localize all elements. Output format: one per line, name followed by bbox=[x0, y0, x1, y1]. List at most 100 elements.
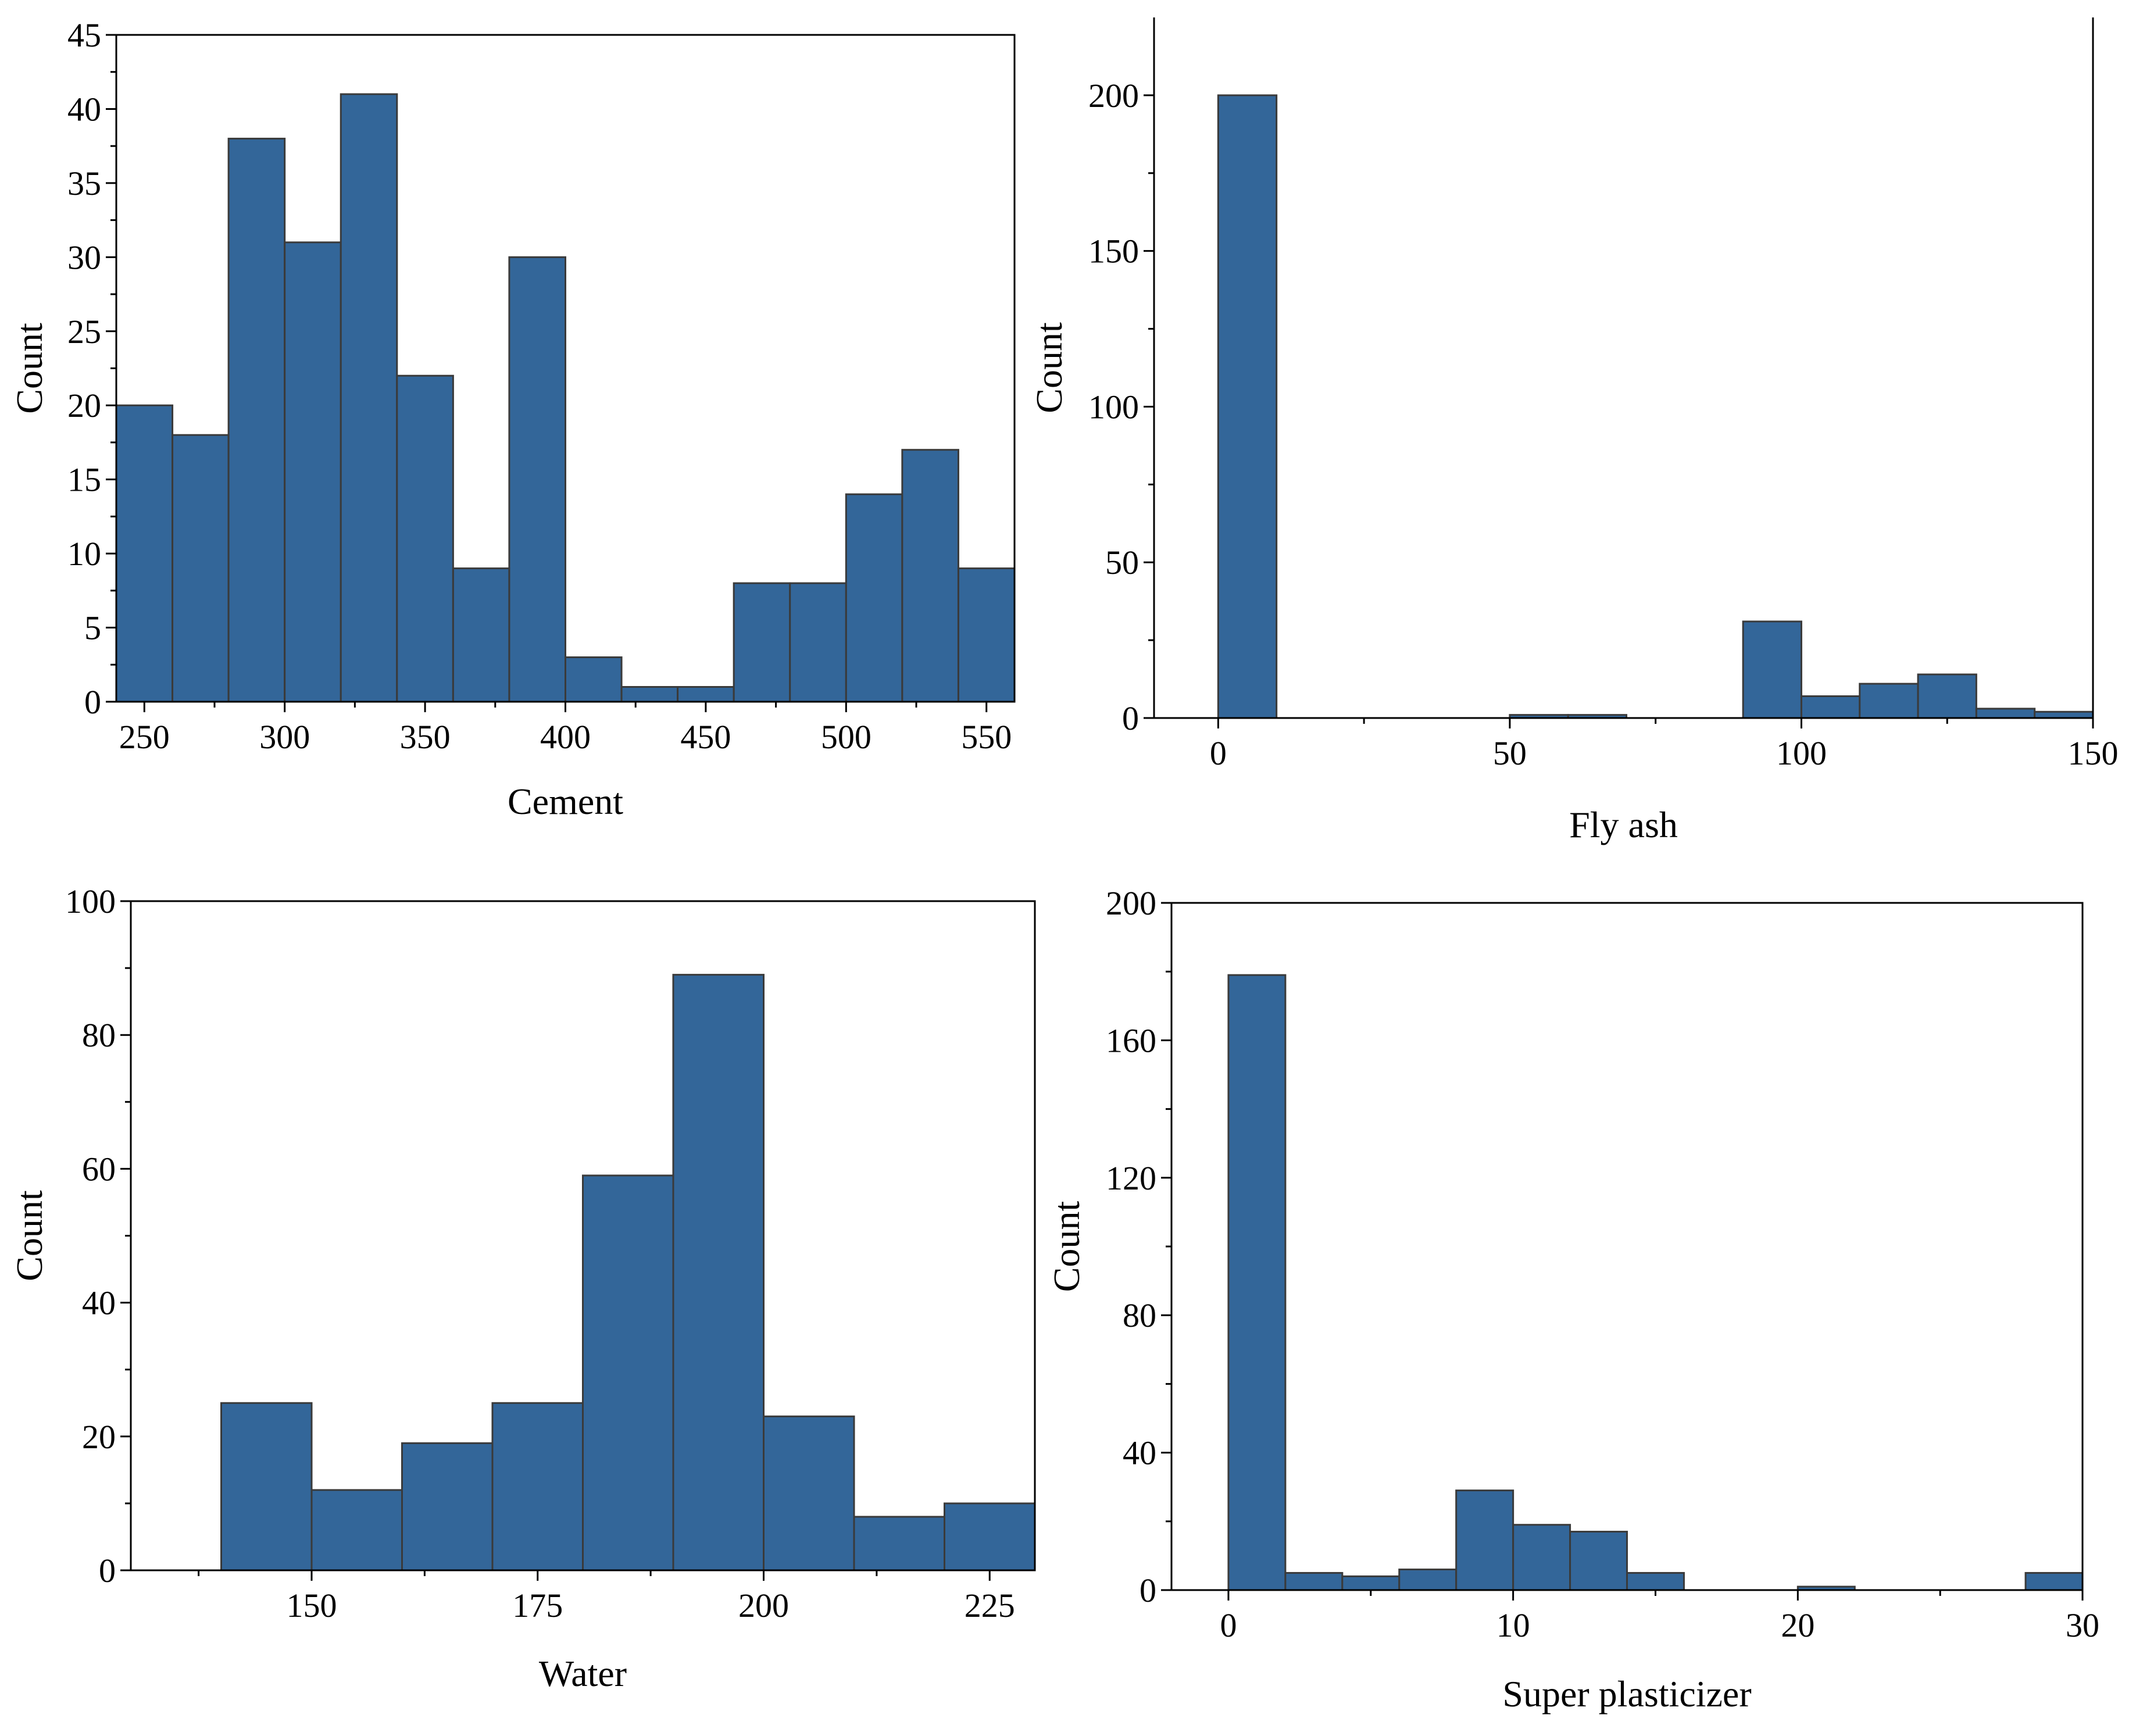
x-tick-label: 400 bbox=[540, 718, 591, 756]
y-tick-label: 200 bbox=[1088, 77, 1139, 115]
histogram-bar bbox=[310, 1489, 403, 1571]
histogram-bar bbox=[2034, 710, 2094, 719]
histogram-bar bbox=[227, 137, 286, 703]
histogram-bar bbox=[582, 1174, 674, 1571]
x-tick-label: 150 bbox=[2068, 734, 2119, 772]
x-tick-label: 450 bbox=[680, 718, 731, 756]
histogram-bar bbox=[901, 449, 959, 703]
y-tick-label: 35 bbox=[67, 165, 101, 202]
plot-frame bbox=[1170, 902, 2084, 1591]
y-tick-label: 0 bbox=[1140, 1571, 1156, 1609]
x-tick-label: 300 bbox=[259, 718, 310, 756]
x-tick-label: 225 bbox=[965, 1587, 1015, 1624]
y-tick-label: 50 bbox=[1105, 544, 1139, 581]
histogram-bar bbox=[1512, 1524, 1571, 1591]
y-tick-label: 100 bbox=[65, 883, 116, 920]
histogram-bar bbox=[1626, 1571, 1685, 1591]
histogram-bar bbox=[957, 567, 1016, 703]
fly-ash-histogram: 0 50 100 150 200 0 50 100 150 Fly ash Count bbox=[1028, 17, 2119, 845]
histogram-bar bbox=[401, 1442, 494, 1571]
plot-frame bbox=[1153, 17, 2094, 719]
x-tick-label: 175 bbox=[512, 1587, 563, 1624]
y-tick-label: 20 bbox=[67, 387, 101, 424]
x-axis-label: Water bbox=[539, 1653, 627, 1694]
x-tick-label: 0 bbox=[1220, 1606, 1237, 1644]
y-axis-label: Count bbox=[1028, 322, 1070, 413]
histogram-bar bbox=[2024, 1571, 2084, 1591]
histogram-bar bbox=[172, 434, 230, 703]
histogram-bar bbox=[1859, 683, 1919, 719]
y-tick-label: 10 bbox=[67, 535, 101, 573]
x-tick-label: 30 bbox=[2066, 1606, 2099, 1644]
water-histogram: 0 20 40 60 80 100 150 175 200 225 Water Count bbox=[9, 883, 1036, 1694]
histogram-bar bbox=[677, 686, 735, 703]
y-tick-label: 100 bbox=[1088, 388, 1139, 426]
histogram-bar bbox=[1917, 673, 1977, 719]
x-tick-label: 500 bbox=[821, 718, 871, 756]
histogram-bar bbox=[452, 567, 510, 703]
y-tick-label: 120 bbox=[1106, 1159, 1156, 1197]
histogram-bar bbox=[1217, 94, 1278, 719]
y-axis-label: Count bbox=[1046, 1201, 1087, 1292]
histogram-bar bbox=[672, 974, 765, 1571]
x-axis-label: Cement bbox=[508, 781, 623, 822]
x-axis-label: Fly ash bbox=[1569, 804, 1678, 845]
histogram-bar bbox=[1800, 695, 1861, 719]
x-tick-label: 20 bbox=[1781, 1606, 1814, 1644]
y-tick-label: 5 bbox=[84, 609, 101, 647]
x-tick-label: 50 bbox=[1493, 734, 1527, 772]
histogram-bar bbox=[1227, 974, 1287, 1591]
histogram-bar bbox=[565, 656, 623, 703]
x-tick-label: 350 bbox=[400, 718, 451, 756]
y-tick-label: 40 bbox=[1123, 1434, 1156, 1472]
y-tick-label: 30 bbox=[67, 238, 101, 276]
histogram-bar bbox=[1975, 708, 2036, 719]
cement-histogram: 0 5 10 15 20 25 30 35 40 45 250 300 350 400 450 500 550 C… bbox=[9, 16, 1016, 822]
histogram-bar bbox=[1742, 620, 1802, 719]
y-tick-label: 25 bbox=[67, 313, 101, 351]
y-tick-label: 150 bbox=[1088, 233, 1139, 270]
y-tick-label: 160 bbox=[1106, 1021, 1156, 1059]
y-tick-label: 0 bbox=[99, 1552, 116, 1589]
y-tick-label: 80 bbox=[1123, 1296, 1156, 1334]
y-axis-label: Count bbox=[9, 1190, 50, 1281]
histogram-bar bbox=[763, 1415, 855, 1571]
x-axis-label: Super plasticizer bbox=[1502, 1673, 1751, 1714]
histogram-bar bbox=[845, 493, 903, 703]
x-tick-label: 200 bbox=[738, 1587, 789, 1624]
x-tick-label: 100 bbox=[1776, 734, 1827, 772]
x-tick-label: 150 bbox=[287, 1587, 337, 1624]
histogram-bar bbox=[115, 404, 174, 703]
histogram-bar bbox=[944, 1502, 1036, 1571]
histogram-bar bbox=[620, 686, 679, 703]
histogram-bar bbox=[1341, 1575, 1401, 1591]
y-axis-label: Count bbox=[9, 323, 50, 414]
histogram-bar bbox=[508, 256, 566, 703]
histogram-bar bbox=[733, 582, 791, 703]
y-tick-label: 40 bbox=[67, 90, 101, 128]
histogram-bar bbox=[853, 1516, 945, 1571]
super-plasticizer-histogram: 0 40 80 120 160 200 0 10 20 30 Super plasticizer Co… bbox=[1046, 884, 2099, 1714]
x-tick-label: 250 bbox=[119, 718, 170, 756]
histogram-bar bbox=[396, 374, 454, 703]
y-tick-label: 200 bbox=[1106, 884, 1156, 922]
histogram-bar bbox=[1455, 1489, 1515, 1591]
histogram-bar bbox=[284, 241, 342, 703]
histogram-bar bbox=[1398, 1569, 1458, 1591]
y-tick-label: 0 bbox=[84, 683, 101, 721]
histogram-bar bbox=[1569, 1531, 1628, 1591]
x-tick-label: 10 bbox=[1496, 1606, 1530, 1644]
x-tick-label: 550 bbox=[961, 718, 1012, 756]
y-tick-label: 45 bbox=[67, 16, 101, 54]
histogram-bar bbox=[340, 93, 398, 703]
histogram-bar bbox=[789, 582, 847, 703]
histogram-bar bbox=[491, 1402, 584, 1571]
y-tick-label: 60 bbox=[82, 1150, 116, 1188]
y-tick-label: 0 bbox=[1122, 699, 1139, 737]
histogram-bar bbox=[1284, 1571, 1344, 1591]
y-tick-label: 40 bbox=[82, 1284, 116, 1322]
y-tick-label: 15 bbox=[67, 461, 101, 499]
y-tick-label: 80 bbox=[82, 1016, 116, 1054]
y-tick-label: 20 bbox=[82, 1418, 116, 1456]
